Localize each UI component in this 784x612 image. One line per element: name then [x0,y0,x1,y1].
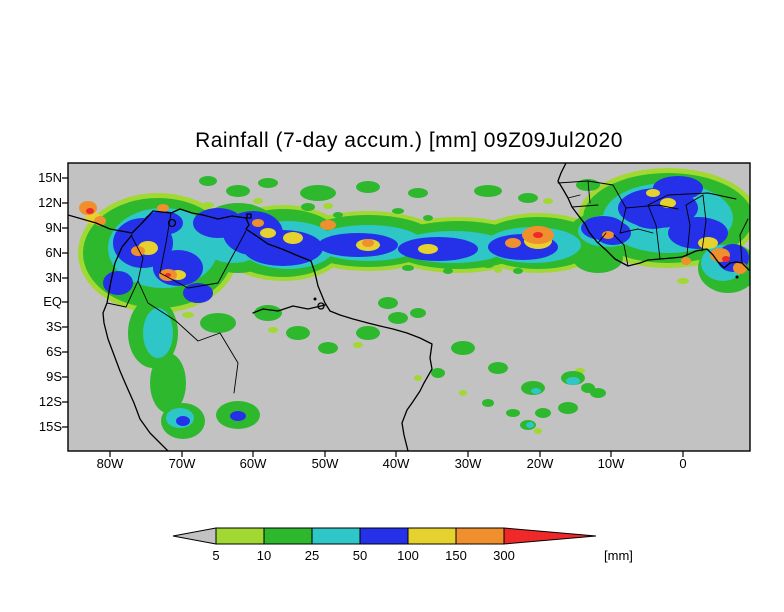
lon-label-0: 0 [679,456,687,471]
lat-label-6n: 6N [45,245,62,260]
lat-label-15s: 15S [38,419,62,434]
colorbar-segment-10-25 [263,527,313,545]
coastlines [68,163,750,451]
lon-label-30w: 30W [454,456,482,471]
colorbar-segment-over-300 [503,527,597,545]
lat-label-9s: 9S [46,369,62,384]
colorbar-segment-under-5 [172,527,217,545]
lon-axis-ticks [109,451,684,457]
colorbar-tick-100: 100 [397,548,419,563]
lat-label-9n: 9N [45,220,62,235]
lat-label-3s: 3S [46,319,62,334]
lon-label-60w: 60W [239,456,267,471]
colorbar-tick-50: 50 [352,548,368,563]
lat-label-12s: 12S [38,394,62,409]
map-layers [68,163,750,451]
rain-over-300mm [86,208,730,277]
colorbar-segment-150-300 [455,527,505,545]
lat-label-eq: EQ [43,294,62,309]
lon-label-40w: 40W [382,456,410,471]
colorbar-segments [172,527,597,545]
lat-label-3n: 3N [45,270,62,285]
rain-50-100mm [103,176,749,426]
colorbar-tick-150: 150 [445,548,467,563]
plot-title: Rainfall (7-day accum.) [mm] 09Z09Jul202… [195,129,623,152]
colorbar-segment-50-100 [359,527,409,545]
lon-label-70w: 70W [168,456,196,471]
colorbar-unit-label: [mm] [604,548,633,563]
map-frame [67,162,751,452]
lon-label-50w: 50W [311,456,339,471]
country-borders [106,180,749,394]
lat-label-6s: 6S [46,344,62,359]
colorbar-tick-300: 300 [493,548,515,563]
colorbar-segment-5-10 [215,527,265,545]
colorbar-tick-10: 10 [256,548,272,563]
lat-axis-ticks [62,177,68,428]
colorbar-segment-25-50 [311,527,361,545]
map-canvas [62,162,751,457]
lat-label-12n: 12N [38,195,62,210]
colorbar-segment-100-150 [407,527,457,545]
colorbar [172,527,597,545]
lon-label-10w: 10W [597,456,625,471]
colorbar-tick-5: 5 [212,548,220,563]
colorbar-tick-25: 25 [304,548,320,563]
lat-label-15n: 15N [38,170,62,185]
lon-label-80w: 80W [96,456,124,471]
lon-label-20w: 20W [526,456,554,471]
